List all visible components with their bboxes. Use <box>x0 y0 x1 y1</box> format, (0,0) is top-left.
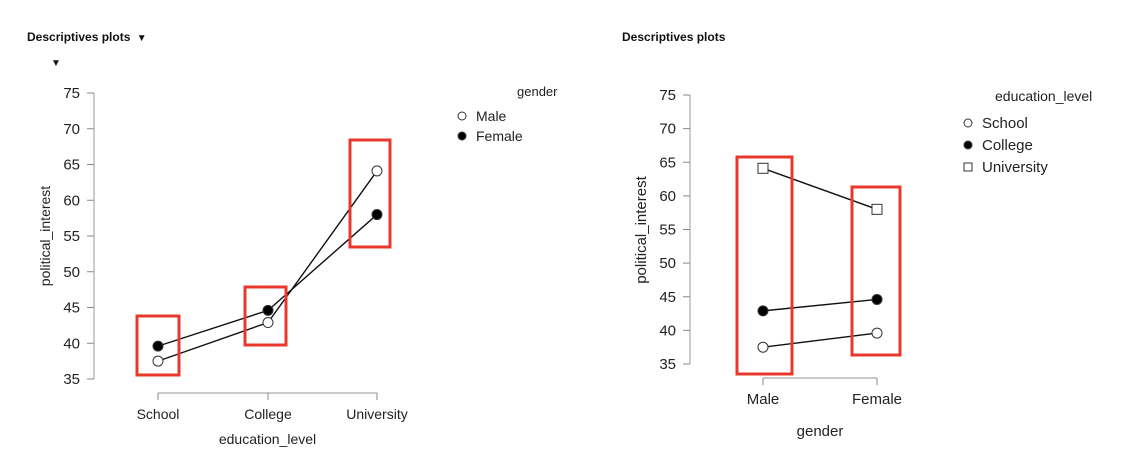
data-point-male <box>152 355 164 367</box>
highlight-box <box>850 185 902 357</box>
data-point-female <box>371 209 383 221</box>
x-tick-label: University <box>346 406 407 422</box>
highlight-box <box>135 314 181 377</box>
data-point-college <box>871 293 883 305</box>
panel-header-right: Descriptives plots <box>622 30 726 44</box>
legend-label: Female <box>476 128 523 144</box>
data-point-female <box>262 304 274 316</box>
legend-label: College <box>982 137 1033 154</box>
panel-header-left[interactable]: Descriptives plots ▼ <box>27 30 147 44</box>
y-tick-label: 70 <box>63 121 80 138</box>
data-point-school <box>757 341 769 353</box>
series-line-male <box>157 170 378 362</box>
panel-title: Descriptives plots <box>27 30 131 44</box>
legend-marker-circle-icon <box>963 118 973 128</box>
highlight-box <box>243 285 288 347</box>
x-axis-title: gender <box>797 423 844 440</box>
x-tick-label: Male <box>747 391 780 408</box>
y-tick-label: 35 <box>659 356 676 373</box>
y-tick-label: 65 <box>63 157 80 174</box>
legend-label: University <box>982 159 1048 176</box>
legend-marker-square-icon <box>963 162 973 172</box>
y-tick-label: 75 <box>63 85 80 102</box>
y-tick-label: 45 <box>659 289 676 306</box>
legend-marker-circle-icon <box>457 131 467 141</box>
legend-marker-circle-icon <box>963 140 973 150</box>
data-point-male <box>371 165 383 177</box>
x-tick-label: School <box>137 406 180 422</box>
y-tick-label: 60 <box>63 192 80 209</box>
y-tick-label: 55 <box>63 228 80 245</box>
data-point-university <box>871 203 883 215</box>
highlight-box <box>735 155 794 376</box>
legend-marker-circle-icon <box>457 111 467 121</box>
y-tick-label: 65 <box>659 154 676 171</box>
y-tick-label: 35 <box>63 371 80 388</box>
legend-label: School <box>982 115 1028 132</box>
legend-title: education_level <box>995 88 1092 104</box>
data-point-female <box>152 340 164 352</box>
legend-title: gender <box>517 84 558 99</box>
y-axis-title: political_interest <box>37 186 53 286</box>
y-tick-label: 50 <box>63 264 80 281</box>
data-point-school <box>871 327 883 339</box>
x-tick-label: Female <box>852 391 902 408</box>
y-tick-label: 50 <box>659 255 676 272</box>
y-tick-label: 75 <box>659 87 676 104</box>
y-tick-label: 40 <box>659 322 676 339</box>
y-tick-label: 55 <box>659 222 676 239</box>
x-axis-title: education_level <box>219 431 316 447</box>
y-axis-title: political_interest <box>633 175 650 283</box>
triangle-down-icon[interactable]: ▼ <box>51 58 61 69</box>
triangle-down-icon[interactable]: ▼ <box>136 33 147 44</box>
data-point-male <box>262 317 274 329</box>
x-tick-label: College <box>244 406 292 422</box>
series-line-school <box>762 332 878 348</box>
y-tick-label: 60 <box>659 188 676 205</box>
y-tick-label: 70 <box>659 121 676 138</box>
series-line-university <box>762 167 878 210</box>
data-point-university <box>757 162 769 174</box>
y-tick-label: 40 <box>63 335 80 352</box>
series-line-college <box>762 298 878 312</box>
highlight-box <box>348 138 392 249</box>
data-point-college <box>757 305 769 317</box>
legend-label: Male <box>476 108 507 124</box>
y-tick-label: 45 <box>63 300 80 317</box>
